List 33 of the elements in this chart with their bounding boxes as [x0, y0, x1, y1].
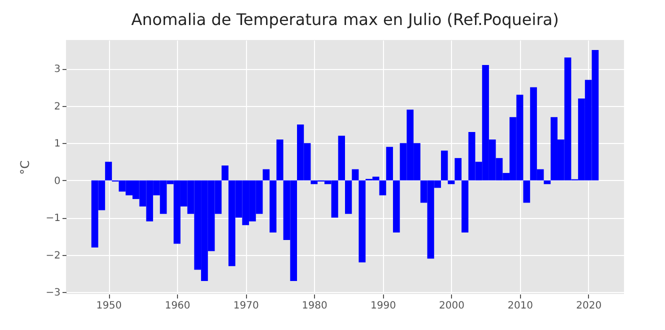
- x-tick-label: 1950: [96, 300, 122, 312]
- y-tick-label: −3: [46, 288, 60, 299]
- chart-title: Anomalia de Temperatura max en Julio (Ref.Poqueira): [131, 10, 559, 29]
- bar: [392, 180, 400, 233]
- bar: [262, 169, 270, 180]
- x-tick-label: 1960: [164, 300, 190, 312]
- bar: [338, 136, 345, 180]
- bar: [440, 150, 448, 180]
- bar: [276, 139, 284, 180]
- bar: [379, 180, 386, 196]
- bar: [454, 158, 462, 180]
- x-tick-label: 1980: [302, 300, 328, 312]
- x-tick-label: 2020: [576, 300, 602, 312]
- y-tick-label: −2: [46, 250, 60, 262]
- x-tick-label: 1970: [233, 300, 259, 312]
- bar: [105, 162, 112, 180]
- x-tick-label: 1990: [370, 300, 396, 312]
- bar: [270, 180, 276, 233]
- y-tick-label: 3: [54, 64, 60, 76]
- y-tick-label: 0: [54, 176, 60, 187]
- y-tick-label: −1: [46, 213, 60, 224]
- bar: [345, 180, 352, 214]
- bar: [222, 166, 228, 180]
- bar: [523, 180, 530, 203]
- x-tick-label: 2010: [508, 300, 534, 312]
- bar: [462, 180, 468, 233]
- y-tick-label: 1: [54, 138, 60, 150]
- y-axis-title: °C: [18, 160, 32, 175]
- bar: [386, 146, 393, 180]
- y-tick-label: 2: [54, 101, 60, 112]
- bar: [352, 169, 359, 180]
- x-tick-label: 2000: [439, 300, 464, 312]
- bar: [358, 180, 366, 262]
